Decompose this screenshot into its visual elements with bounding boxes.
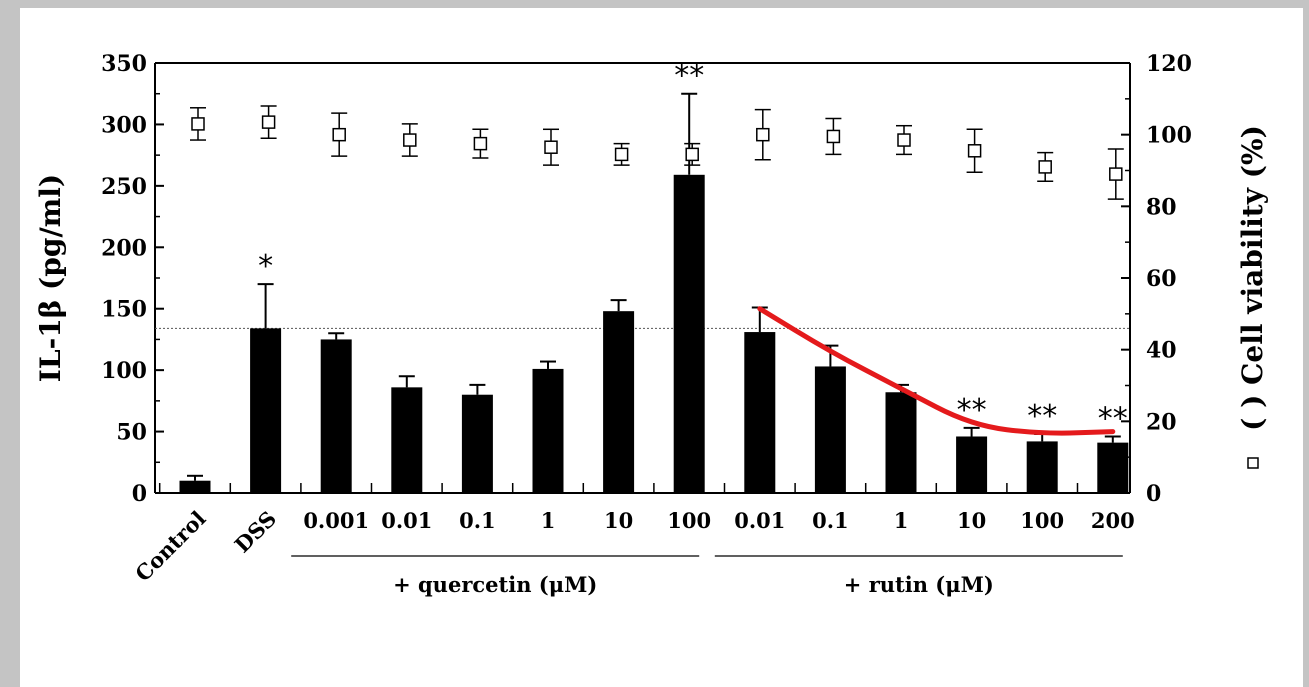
viability-point — [756, 127, 770, 142]
viability-point — [261, 115, 276, 129]
y-right-tick-label: 40 — [1146, 338, 1177, 364]
category-label: 10 — [604, 508, 633, 533]
bar — [250, 328, 282, 493]
group-label: + quercetin (μM) — [393, 572, 597, 597]
y-right-tick-label: 20 — [1146, 409, 1177, 435]
y-left-tick-label: 100 — [101, 358, 147, 384]
bar — [532, 368, 564, 493]
y-right-tick-label: 100 — [1146, 123, 1192, 149]
category-label: 0.1 — [812, 508, 849, 533]
viability-point — [967, 144, 982, 158]
viability-point — [685, 147, 699, 162]
bar — [603, 311, 635, 493]
category-label: Control — [130, 506, 210, 586]
group-label: + rutin (μM) — [844, 572, 994, 597]
category-label: 1 — [894, 508, 909, 533]
viability-point — [191, 117, 205, 131]
category-label: 0.01 — [381, 508, 432, 533]
y-right-tick-label: 60 — [1146, 266, 1177, 292]
y-left-tick-label: 250 — [101, 174, 147, 200]
bar — [814, 366, 846, 493]
category-label: 0.001 — [303, 508, 369, 533]
category-label: 0.1 — [459, 508, 496, 533]
viability-point — [614, 147, 629, 162]
y-left-tick-label: 150 — [101, 297, 147, 323]
viability-point — [897, 133, 911, 147]
viability-point — [403, 133, 417, 147]
bar — [320, 339, 352, 493]
viability-point — [544, 140, 558, 154]
bar — [744, 332, 776, 493]
viability-point — [1109, 167, 1123, 181]
y-left-tick-label: 200 — [101, 235, 147, 261]
category-label: 100 — [1020, 508, 1064, 533]
bar — [1097, 442, 1129, 493]
y-right-tick-label: 0 — [1146, 481, 1161, 507]
bar — [673, 174, 705, 494]
right-title-square-icon — [1247, 457, 1259, 469]
overlay-trend-curve — [757, 306, 1116, 436]
y-left-tick-label: 350 — [101, 51, 147, 77]
viability-point — [473, 136, 488, 151]
category-label: DSS — [229, 506, 281, 558]
viability-point — [826, 129, 841, 144]
bar — [461, 394, 493, 493]
category-label: 1 — [541, 508, 556, 533]
significance-mark: ** — [674, 59, 704, 94]
bar — [956, 436, 988, 493]
y-axis-left-title: IL-1β (pg/ml) — [34, 174, 67, 382]
y-right-tick-label: 80 — [1146, 194, 1177, 220]
bar — [179, 480, 211, 493]
y-left-tick-label: 0 — [132, 481, 147, 507]
significance-mark: ** — [1027, 399, 1057, 434]
category-label: 200 — [1091, 508, 1135, 533]
bar — [885, 392, 917, 493]
significance-mark: * — [258, 249, 273, 284]
y-left-tick-label: 50 — [116, 420, 147, 446]
category-label: 0.01 — [734, 508, 785, 533]
y-axis-right-title: ( ) Cell viability (%) — [1236, 125, 1269, 431]
bar — [1026, 441, 1058, 493]
category-label: 100 — [667, 508, 711, 533]
y-right-tick-label: 120 — [1146, 51, 1192, 77]
y-left-tick-label: 300 — [101, 112, 147, 138]
viability-point — [332, 127, 346, 142]
bar — [391, 387, 423, 493]
viability-point — [1038, 160, 1052, 174]
category-label: 10 — [957, 508, 986, 533]
